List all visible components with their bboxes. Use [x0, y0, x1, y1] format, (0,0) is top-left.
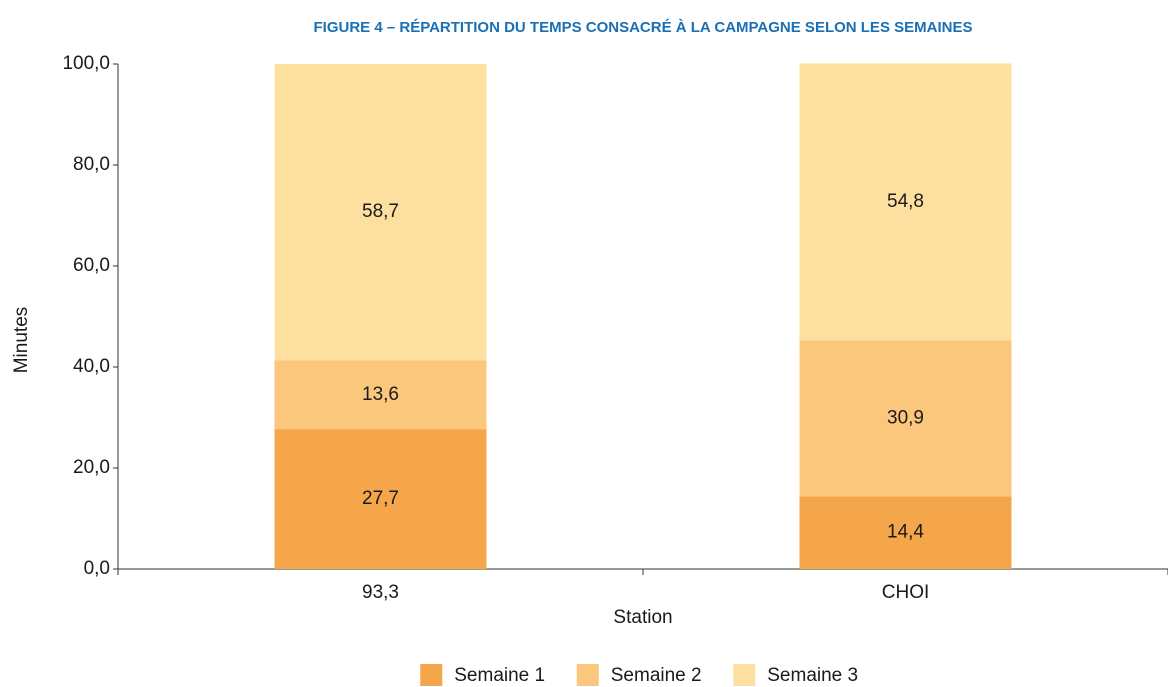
x-tick-label: 93,3: [362, 582, 399, 603]
data-label: 27,7: [362, 488, 399, 509]
y-tick-label: 80,0: [73, 154, 110, 175]
bar-segment: [274, 360, 487, 430]
chart-title: FIGURE 4 – RÉPARTITION DU TEMPS CONSACRÉ…: [314, 19, 973, 36]
bar-segment: [274, 64, 487, 361]
legend-label: Semaine 1: [454, 665, 545, 686]
bar-segment: [799, 496, 1012, 569]
bar-segment: [799, 63, 1012, 341]
y-tick-label: 20,0: [73, 457, 110, 478]
legend-label: Semaine 2: [611, 665, 702, 686]
data-label: 58,7: [362, 201, 399, 222]
y-tick-label: 100,0: [62, 53, 110, 74]
y-tick-label: 60,0: [73, 255, 110, 276]
data-label: 30,9: [887, 407, 924, 428]
y-tick-label: 0,0: [84, 558, 110, 579]
bar-segment: [274, 429, 487, 569]
legend-swatch: [733, 664, 756, 686]
x-tick-label: CHOI: [882, 582, 930, 603]
data-label: 13,6: [362, 384, 399, 405]
legend-label: Semaine 3: [767, 665, 858, 686]
data-label: 54,8: [887, 191, 924, 212]
data-label: 14,4: [887, 522, 924, 543]
x-axis-label: Station: [613, 607, 672, 628]
legend-swatch: [420, 664, 443, 686]
bar-segment: [799, 340, 1012, 497]
y-axis-label: Minutes: [11, 307, 32, 374]
y-tick-label: 40,0: [73, 356, 110, 377]
legend-swatch: [576, 664, 599, 686]
